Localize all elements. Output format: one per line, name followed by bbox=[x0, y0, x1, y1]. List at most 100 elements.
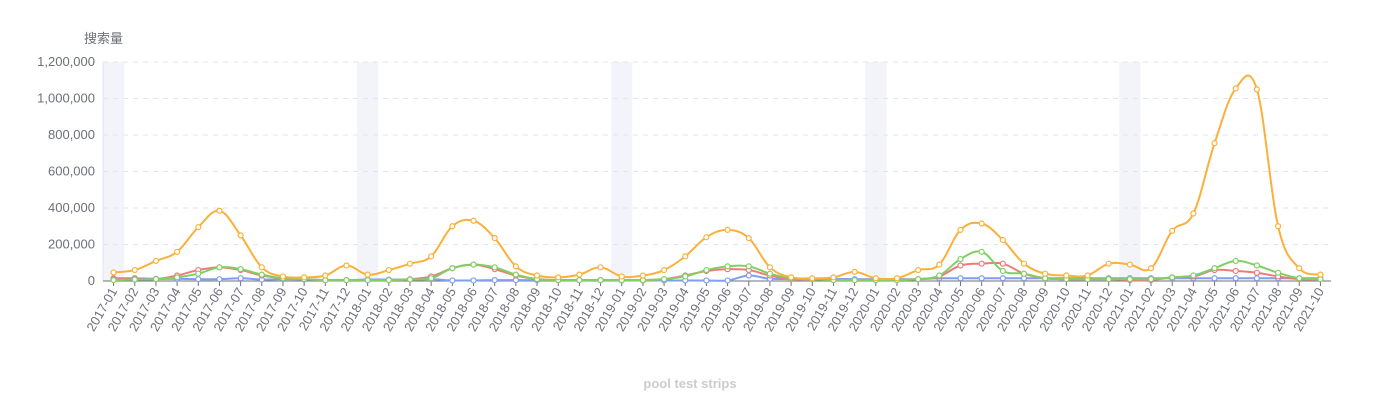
highlight-band bbox=[611, 62, 633, 281]
data-point bbox=[682, 273, 689, 280]
data-point bbox=[152, 276, 160, 283]
data-point bbox=[1211, 140, 1218, 147]
data-point bbox=[660, 266, 668, 274]
data-point bbox=[576, 271, 583, 278]
data-point bbox=[830, 274, 837, 281]
data-point bbox=[491, 264, 498, 271]
data-point bbox=[1147, 265, 1155, 272]
data-point bbox=[1042, 270, 1049, 277]
data-point bbox=[258, 264, 265, 271]
data-point bbox=[174, 274, 181, 281]
data-point bbox=[618, 273, 625, 280]
data-point bbox=[703, 234, 710, 241]
data-point bbox=[195, 270, 202, 277]
chart-title: pool test strips bbox=[643, 376, 737, 391]
data-point bbox=[1253, 262, 1260, 269]
y-tick-label: 200,000 bbox=[48, 237, 95, 252]
data-point bbox=[1274, 223, 1282, 230]
data-point bbox=[978, 248, 985, 255]
data-point bbox=[364, 276, 371, 284]
data-point bbox=[999, 275, 1006, 282]
y-tick-label: 600,000 bbox=[48, 164, 95, 179]
data-point bbox=[1232, 257, 1239, 265]
data-point bbox=[999, 236, 1006, 244]
data-point bbox=[279, 273, 287, 280]
data-point bbox=[406, 260, 414, 267]
data-point bbox=[1105, 276, 1112, 283]
data-point bbox=[195, 224, 202, 231]
data-point bbox=[1211, 265, 1218, 272]
data-point bbox=[195, 276, 202, 283]
data-point bbox=[1253, 269, 1260, 276]
data-point bbox=[1253, 86, 1260, 93]
data-point bbox=[174, 248, 181, 255]
data-point bbox=[1274, 269, 1282, 276]
data-point bbox=[237, 232, 244, 239]
data-point bbox=[428, 275, 435, 282]
data-point bbox=[512, 263, 519, 270]
data-point bbox=[745, 235, 752, 242]
data-point bbox=[216, 264, 223, 271]
data-point bbox=[470, 261, 477, 268]
data-point bbox=[385, 266, 392, 274]
data-point bbox=[216, 276, 223, 283]
data-point bbox=[449, 277, 456, 284]
data-point bbox=[1126, 276, 1133, 283]
data-point bbox=[1126, 261, 1133, 268]
data-point bbox=[978, 220, 985, 227]
data-point bbox=[491, 235, 498, 242]
data-point bbox=[343, 276, 350, 284]
data-point bbox=[1020, 260, 1028, 267]
data-point bbox=[978, 275, 985, 282]
data-point bbox=[745, 272, 752, 279]
data-point bbox=[851, 276, 858, 284]
data-point bbox=[449, 265, 456, 272]
data-point bbox=[1211, 275, 1218, 282]
data-point bbox=[1317, 271, 1324, 278]
data-point bbox=[1296, 265, 1303, 272]
data-point bbox=[766, 264, 774, 271]
data-point bbox=[1105, 260, 1112, 267]
data-point bbox=[978, 260, 985, 267]
data-point bbox=[1147, 276, 1155, 283]
data-point bbox=[512, 271, 519, 278]
data-point bbox=[1190, 210, 1197, 217]
data-point bbox=[152, 257, 160, 265]
data-point bbox=[724, 263, 731, 270]
data-point bbox=[957, 262, 964, 269]
data-point bbox=[1169, 227, 1176, 234]
data-point bbox=[301, 274, 308, 281]
data-point bbox=[597, 276, 604, 284]
data-point bbox=[131, 266, 138, 274]
data-point bbox=[576, 276, 583, 284]
data-point bbox=[385, 276, 392, 284]
y-tick-label: 1,200,000 bbox=[37, 54, 95, 69]
data-point bbox=[597, 264, 604, 271]
data-point bbox=[110, 269, 117, 276]
data-point bbox=[449, 223, 456, 230]
data-point bbox=[343, 262, 350, 269]
data-point bbox=[936, 272, 943, 279]
data-point bbox=[428, 253, 435, 260]
data-point bbox=[682, 253, 689, 260]
data-point bbox=[893, 275, 901, 282]
data-point bbox=[1169, 274, 1176, 281]
data-point bbox=[1296, 275, 1303, 282]
data-point bbox=[872, 275, 879, 282]
data-point bbox=[999, 267, 1006, 275]
data-point bbox=[1232, 85, 1239, 92]
data-point bbox=[851, 268, 858, 275]
series-line bbox=[113, 250, 1321, 282]
data-point bbox=[131, 276, 138, 283]
data-point bbox=[957, 226, 964, 233]
data-point bbox=[1232, 267, 1239, 275]
data-point bbox=[660, 276, 668, 283]
data-point bbox=[470, 277, 477, 284]
data-point bbox=[1232, 275, 1239, 282]
data-point bbox=[1190, 272, 1197, 279]
y-axis-label: 搜索量 bbox=[84, 31, 123, 46]
data-point bbox=[724, 226, 731, 233]
y-tick-label: 1,000,000 bbox=[37, 91, 95, 106]
data-point bbox=[703, 266, 710, 274]
